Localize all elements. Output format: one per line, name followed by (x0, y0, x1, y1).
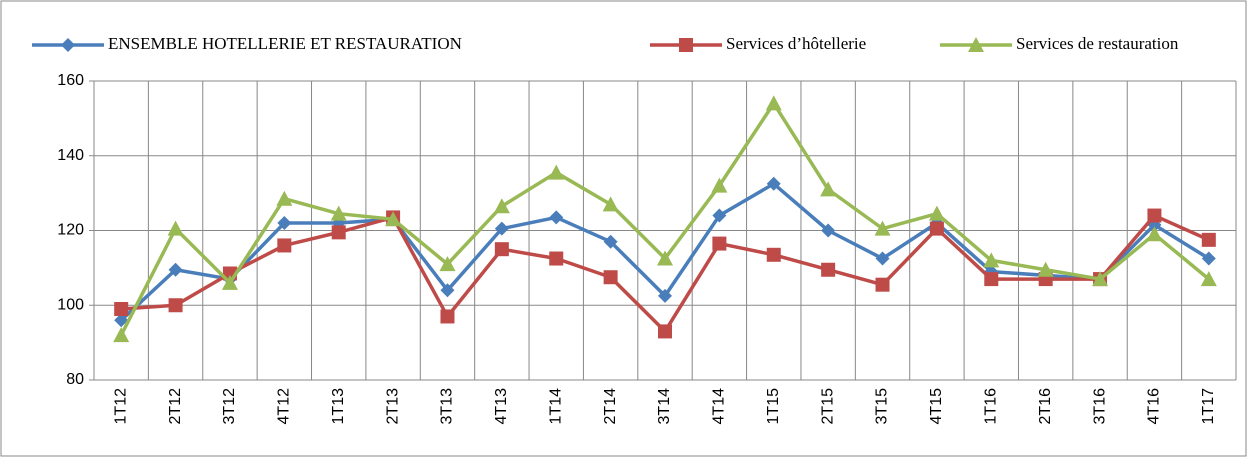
marker (494, 221, 509, 236)
marker (657, 250, 673, 266)
marker (929, 221, 944, 236)
marker (114, 313, 129, 328)
marker (385, 211, 402, 227)
marker (277, 216, 292, 231)
marker (1201, 251, 1216, 266)
marker (984, 272, 999, 287)
marker (277, 238, 292, 253)
marker (603, 270, 618, 285)
x-tick-label: 1T13 (330, 388, 347, 425)
marker (330, 205, 347, 221)
x-tick-label: 3T14 (656, 388, 673, 425)
x-tick-label: 4T13 (493, 388, 510, 425)
x-tick-label: 2T16 (1037, 388, 1054, 425)
x-tick-label: 3T15 (874, 388, 891, 425)
marker (439, 256, 456, 272)
marker (494, 242, 509, 257)
x-tick-label: 1T17 (1200, 388, 1217, 425)
y-tick-label: 100 (57, 296, 84, 313)
marker (548, 164, 565, 180)
x-tick-label: 3T16 (1091, 388, 1108, 425)
marker (1037, 261, 1054, 277)
marker (658, 288, 672, 303)
y-tick-label: 140 (57, 147, 84, 164)
marker (875, 251, 890, 266)
marker (1200, 271, 1217, 287)
x-tick-label: 4T15 (928, 388, 945, 425)
marker (968, 37, 984, 52)
marker (1146, 226, 1163, 242)
x-tick-label: 3T13 (439, 388, 456, 425)
marker (221, 274, 238, 290)
legend-label: Services d’hôtellerie (726, 34, 866, 53)
x-tick-label: 4T14 (711, 388, 728, 425)
marker (765, 95, 782, 111)
marker (549, 210, 564, 225)
marker (1092, 271, 1109, 287)
marker (61, 38, 75, 52)
x-tick-label: 1T12 (112, 388, 129, 425)
marker (493, 198, 510, 214)
marker (658, 324, 672, 339)
marker (712, 208, 727, 223)
marker (712, 236, 727, 251)
marker (766, 247, 781, 262)
marker (167, 220, 184, 236)
marker (874, 220, 891, 236)
marker (440, 309, 455, 324)
marker (602, 196, 619, 212)
marker (113, 327, 130, 343)
x-tick-label: 2T14 (602, 388, 619, 425)
marker (766, 176, 781, 191)
marker (983, 252, 1000, 268)
marker (114, 301, 129, 316)
marker (820, 181, 837, 197)
x-tick-label: 1T14 (547, 388, 564, 425)
marker (821, 262, 836, 277)
marker (875, 277, 890, 292)
x-tick-label: 3T12 (221, 388, 238, 425)
x-tick-label: 4T16 (1146, 388, 1163, 425)
marker (1147, 208, 1162, 223)
x-tick-label: 2T12 (167, 388, 184, 425)
y-tick-label: 160 (57, 72, 84, 89)
marker (276, 190, 293, 206)
marker (679, 38, 693, 52)
marker (331, 225, 346, 240)
marker (603, 234, 618, 249)
marker (168, 298, 183, 313)
marker (440, 283, 455, 298)
x-tick-label: 1T16 (983, 388, 1000, 425)
y-tick-label: 120 (57, 222, 84, 239)
legend-label: Services de restauration (1016, 34, 1179, 53)
marker (821, 223, 836, 238)
x-tick-label: 2T15 (819, 388, 836, 425)
y-tick-label: 80 (66, 371, 84, 388)
marker (928, 205, 945, 221)
marker (1201, 232, 1216, 247)
marker (711, 177, 728, 193)
marker (168, 262, 183, 277)
legend-label: ENSEMBLE HOTELLERIE ET RESTAURATION (108, 34, 462, 53)
x-tick-label: 1T15 (765, 388, 782, 425)
x-tick-label: 4T12 (276, 388, 293, 425)
marker (549, 251, 564, 266)
x-tick-label: 2T13 (384, 388, 401, 425)
